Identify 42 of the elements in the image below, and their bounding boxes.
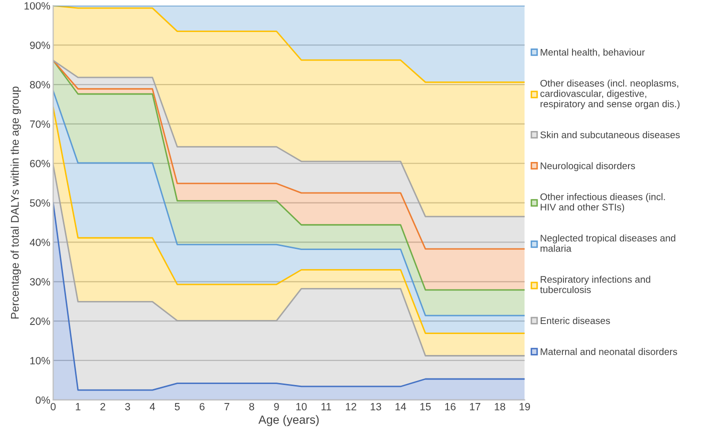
x-tick-label: 19	[520, 402, 530, 410]
x-tick-label: 10	[296, 402, 307, 410]
x-tick-label: 4	[150, 403, 156, 410]
x-tick-label: 14	[396, 403, 406, 410]
y-tick-label: 30%	[30, 278, 50, 286]
x-tick-label: 11	[322, 403, 332, 410]
x-tick-label: 1	[76, 403, 80, 410]
x-tick-label: 0	[50, 402, 56, 410]
legend-label: Skin and subcutaneous diseases	[540, 131, 680, 138]
x-tick-label: 2	[100, 402, 106, 410]
legend-label: Maternal and neonatal disorders	[540, 348, 678, 356]
y-tick-label: 90%	[30, 42, 50, 49]
legend-label: Mental health, behaviour	[540, 48, 645, 57]
y-tick-label: 20%	[30, 318, 50, 325]
y-tick-label: 10%	[30, 356, 50, 364]
x-tick-label: 15	[420, 403, 431, 410]
legend-label: Respiratory infections and tuberculosis	[540, 276, 650, 294]
y-tick-label: 50%	[30, 199, 50, 207]
x-axis-title: Age (years)	[258, 415, 319, 426]
x-tick-label: 8	[249, 402, 254, 410]
legend-label: Neurological disorders	[540, 162, 635, 172]
x-tick-label: 13	[370, 402, 382, 410]
x-tick-label: 18	[494, 402, 506, 410]
legend-label: Other infectious dieases (incl. HIV and other STIs)	[540, 193, 665, 212]
x-tick-label: 3	[125, 402, 130, 410]
y-tick-label: 70%	[30, 120, 50, 128]
x-tick-label: 16	[445, 402, 456, 410]
x-tick-label: 6	[200, 402, 205, 410]
y-tick-label: 80%	[30, 81, 50, 88]
x-tick-label: 17	[470, 403, 480, 410]
legend-label: Other diseases (incl. neoplasms, cardiovascular, digestive, respiratory and sense organ dis.)	[540, 80, 680, 110]
x-tick-label: 12	[346, 402, 356, 410]
x-tick-label: 5	[174, 403, 180, 410]
x-tick-label: 9	[274, 402, 279, 410]
x-tick-label: 7	[224, 403, 230, 410]
y-tick-label: 100%	[24, 2, 50, 10]
y-tick-label: 0%	[36, 396, 50, 404]
legend-label: Neglected tropical diseases and malaria	[540, 234, 676, 252]
y-tick-label: 60%	[30, 160, 50, 168]
y-axis-title: Percentage of total DALYs within the age group	[10, 86, 21, 319]
legend-label: Enteric diseases	[540, 317, 610, 324]
y-tick-label: 40%	[30, 238, 50, 246]
